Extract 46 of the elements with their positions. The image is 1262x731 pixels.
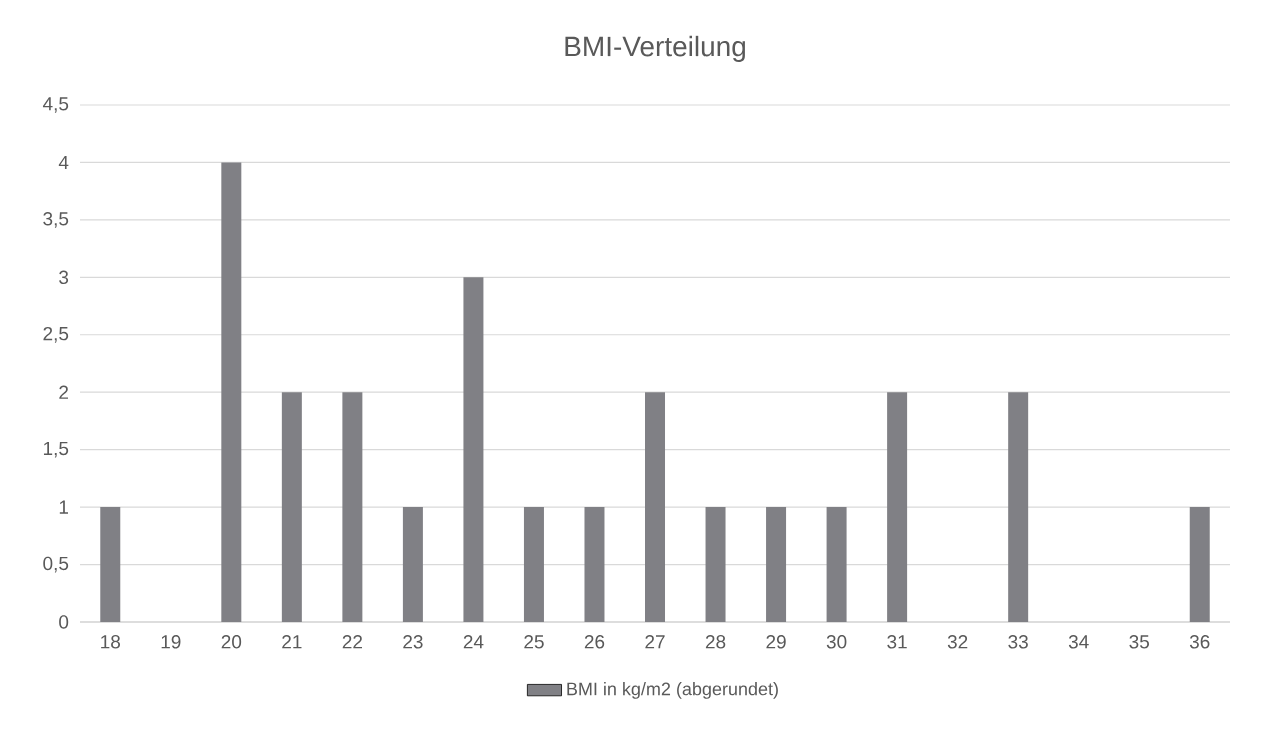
- y-tick-label: 3,5: [43, 212, 69, 228]
- x-tick-label: 21: [282, 635, 302, 649]
- bar: [1189, 507, 1210, 622]
- x-tick-label: 30: [826, 635, 847, 649]
- x-tick-label: 33: [1008, 635, 1028, 649]
- y-tick-label: 4: [58, 155, 69, 169]
- chart-title: BMI-Verteilung: [565, 35, 746, 62]
- bar: [281, 392, 302, 622]
- y-tick-label: 4,5: [42, 97, 69, 113]
- bar: [463, 277, 484, 622]
- bar: [826, 507, 847, 622]
- y-tick-label: 2,5: [43, 326, 69, 343]
- x-tick-label: 34: [1068, 635, 1089, 649]
- x-tick-label: 36: [1189, 635, 1210, 649]
- bar: [584, 507, 605, 622]
- bar: [645, 392, 666, 622]
- x-tick-label: 19: [161, 635, 181, 649]
- bar: [705, 507, 726, 622]
- bar: [402, 507, 423, 622]
- bar: [1008, 392, 1029, 622]
- x-tick-label: 24: [463, 635, 484, 649]
- bar: [523, 507, 544, 622]
- x-tick-label: 29: [766, 635, 786, 649]
- x-tick-label: 32: [947, 635, 968, 649]
- bar: [221, 162, 242, 622]
- x-tick-label: 28: [705, 635, 726, 649]
- bar: [342, 392, 363, 622]
- legend-label: BMI in kg/m2 (abgerundet): [567, 682, 778, 699]
- x-tick-label: 25: [524, 635, 544, 649]
- bar: [766, 507, 787, 622]
- bar: [887, 392, 908, 622]
- y-tick-label: 2: [59, 385, 69, 399]
- y-tick-label: 1,5: [43, 441, 69, 458]
- x-tick-label: 20: [221, 635, 242, 649]
- y-tick-label: 3: [59, 270, 69, 285]
- x-tick-label: 27: [645, 635, 665, 649]
- y-tick-label: 0: [59, 615, 69, 629]
- x-tick-label: 35: [1129, 635, 1149, 649]
- x-tick-label: 31: [887, 635, 907, 649]
- y-tick-label: 1: [59, 500, 69, 514]
- x-tick-label: 18: [101, 635, 121, 649]
- x-tick-label: 23: [403, 635, 423, 649]
- bar: [100, 507, 121, 622]
- y-tick-label: 0,5: [43, 556, 69, 573]
- x-tick-label: 26: [584, 635, 605, 649]
- x-tick-label: 22: [342, 635, 362, 649]
